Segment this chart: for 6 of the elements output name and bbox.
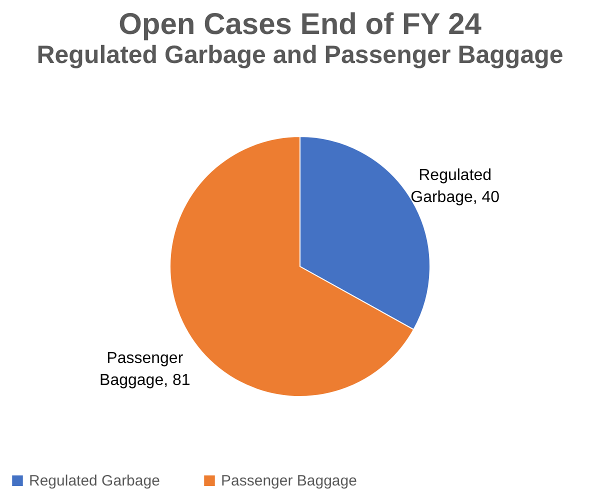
legend-label: Passenger Baggage (221, 472, 357, 490)
chart-subtitle: Regulated Garbage and Passenger Baggage (36, 41, 564, 69)
data-label: Passenger Baggage, 81 (100, 350, 190, 389)
data-label: Regulated Garbage, 40 (410, 167, 500, 206)
legend-label: Regulated Garbage (29, 472, 160, 490)
chart-title: Open Cases End of FY 24 (118, 8, 482, 41)
